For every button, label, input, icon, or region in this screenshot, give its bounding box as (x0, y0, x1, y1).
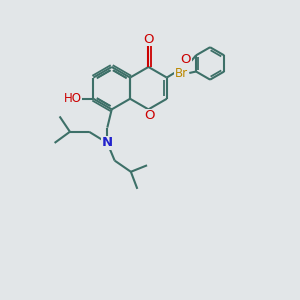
Text: O: O (145, 109, 155, 122)
Text: O: O (180, 53, 191, 66)
Text: HO: HO (64, 92, 82, 105)
Text: Br: Br (175, 67, 188, 80)
Text: O: O (143, 33, 154, 46)
Text: N: N (102, 136, 113, 149)
